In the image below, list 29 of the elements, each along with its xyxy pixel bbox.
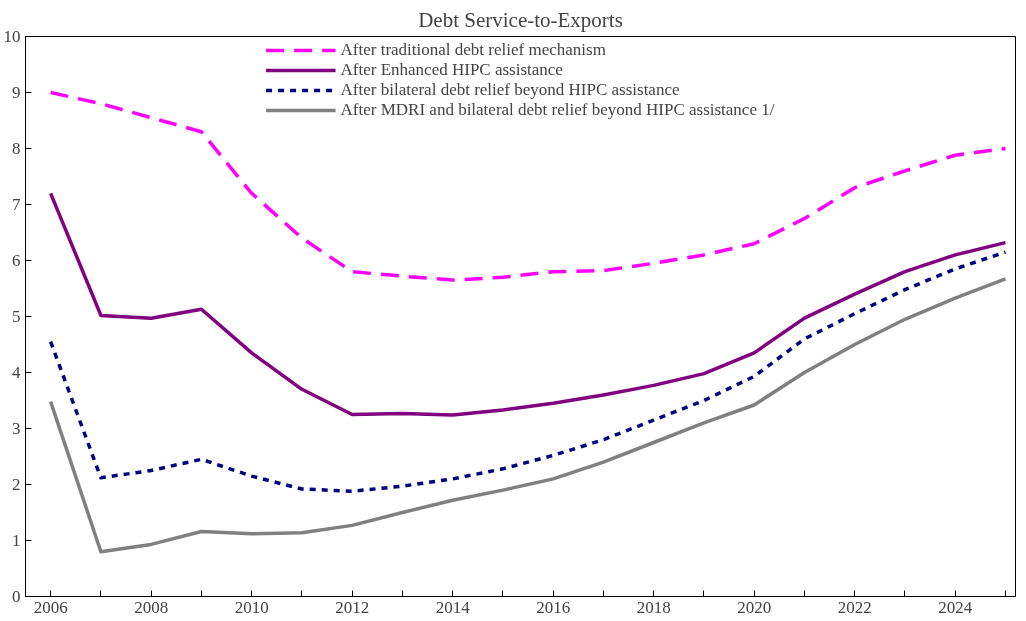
legend-label: After MDRI and bilateral debt relief beyond HIPC assistance 1/ xyxy=(340,100,775,120)
x-tick-label: 2024 xyxy=(938,597,973,617)
legend-label: After bilateral debt relief beyond HIPC assistance xyxy=(340,80,680,100)
x-tick-label: 2014 xyxy=(435,597,471,617)
y-tick-label: 9 xyxy=(12,83,21,102)
y-tick-label: 10 xyxy=(3,27,21,46)
y-tick-label: 1 xyxy=(12,531,21,550)
x-tick-label: 2018 xyxy=(636,597,671,617)
y-tick-label: 6 xyxy=(12,251,21,270)
x-tick-label: 2012 xyxy=(335,597,370,617)
y-tick-label: 5 xyxy=(12,307,21,326)
legend-label: After traditional debt relief mechanism xyxy=(340,40,606,60)
x-tick-label: 2016 xyxy=(536,597,571,617)
x-tick-label: 2022 xyxy=(837,597,872,617)
y-tick-label: 3 xyxy=(12,419,21,438)
x-tick-label: 2010 xyxy=(234,597,269,617)
y-tick-label: 0 xyxy=(12,587,21,606)
y-tick-label: 4 xyxy=(12,363,21,382)
chart-title: Debt Service-to-Exports xyxy=(418,7,623,32)
legend-label: After Enhanced HIPC assistance xyxy=(340,60,563,80)
line-series xyxy=(48,191,1008,417)
x-tick-label: 2006 xyxy=(33,597,68,617)
x-tick-label: 2020 xyxy=(737,597,772,617)
y-tick-label: 8 xyxy=(12,139,21,158)
line-series xyxy=(48,250,1008,493)
x-tick-label: 2008 xyxy=(134,597,169,617)
y-tick-label: 7 xyxy=(12,195,21,214)
y-tick-label: 2 xyxy=(12,475,21,494)
line-series xyxy=(48,277,1008,554)
